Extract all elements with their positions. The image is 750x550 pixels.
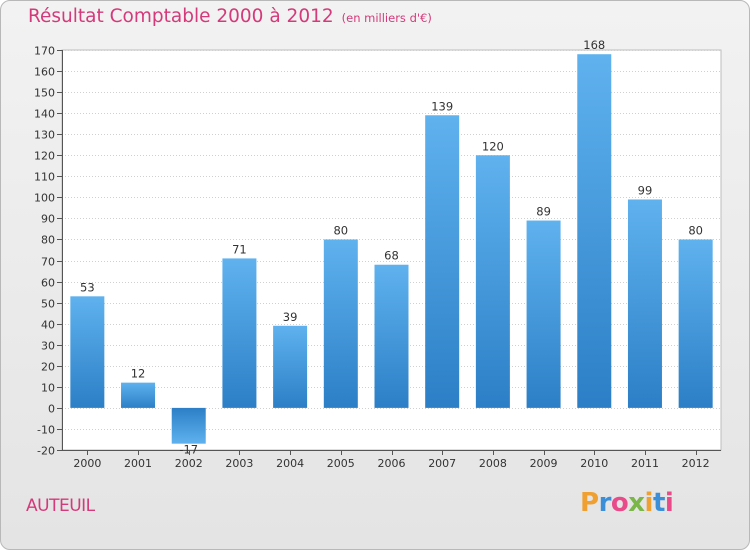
y-tick-label: 110 [34,171,55,184]
data-label: 89 [536,205,551,219]
y-tick-label: 90 [41,213,55,226]
bar [171,407,206,444]
plot-area: -20 -10 0 10 20 30 40 50 60 70 80 90 100 110 120 130 140… [34,38,722,470]
data-label: 12 [131,367,146,381]
data-label: 39 [283,310,298,324]
x-tick-label: 2011 [631,457,659,470]
y-tick-label: -20 [37,445,55,458]
y-tick-label: 50 [41,298,55,311]
data-label: 168 [583,38,605,52]
data-label: 53 [80,280,95,294]
logo-letter: i [644,488,654,518]
bar [678,239,713,408]
title-text: Résultat Comptable 2000 à 2012 [28,6,334,27]
data-label: 80 [688,223,703,237]
bar [577,54,612,408]
x-tick-label: 2006 [378,457,406,470]
x-tick-label: 2004 [276,457,304,470]
logo-letter: i [664,488,674,518]
bar [70,296,105,408]
bar [222,258,257,408]
logo-letter: o [610,488,629,518]
x-tick-label: 2008 [479,457,507,470]
y-tick-label: 0 [48,403,55,416]
x-tick-label: 2002 [175,457,203,470]
y-tick-label: -10 [37,424,55,437]
y-tick-label: 150 [34,87,55,100]
x-tick-label: 2007 [428,457,456,470]
bar [627,199,662,408]
data-label: 71 [232,242,247,256]
proxiti-logo: Proxiti [580,488,674,518]
y-tick-label: 30 [41,340,55,353]
y-tick-label: 10 [41,382,55,395]
x-tick-label: 2010 [580,457,608,470]
x-tick-label: 2009 [530,457,558,470]
data-label: 68 [384,249,399,263]
y-tick-label: 40 [41,319,55,332]
y-tick-label: 80 [41,234,55,247]
y-tick-label: 20 [41,361,55,374]
y-tick-label: 160 [34,66,55,79]
bar [323,239,358,408]
title-unit: (en milliers d'€) [341,11,432,25]
y-tick-label: 170 [34,45,55,58]
data-label: 139 [431,99,453,113]
y-tick-label: 70 [41,256,55,269]
bar [425,115,460,408]
y-tick-label: 120 [34,150,55,163]
bar [475,155,510,408]
data-label: 80 [333,223,348,237]
city-name: AUTEUIL [26,496,95,516]
bar [121,382,156,408]
data-label: -17 [179,443,198,457]
x-tick-label: 2012 [682,457,710,470]
bar [526,220,561,408]
y-tick-label: 140 [34,108,55,121]
bar [273,325,308,408]
logo-letter: t [652,488,665,518]
logo-letter: r [598,488,612,518]
logo-letter: P [580,488,599,518]
data-label: 99 [638,183,653,197]
x-tick-label: 2000 [73,457,101,470]
x-tick-label: 2001 [124,457,152,470]
bar [374,264,409,408]
y-tick-label: 100 [34,192,55,205]
y-tick-label: 130 [34,129,55,142]
x-tick-label: 2003 [225,457,253,470]
data-label: 120 [482,139,504,153]
chart-title: Résultat Comptable 2000 à 2012 (en millie… [28,6,432,27]
y-tick-label: 60 [41,277,55,290]
logo-letter: x [628,488,645,518]
x-tick-label: 2005 [327,457,355,470]
